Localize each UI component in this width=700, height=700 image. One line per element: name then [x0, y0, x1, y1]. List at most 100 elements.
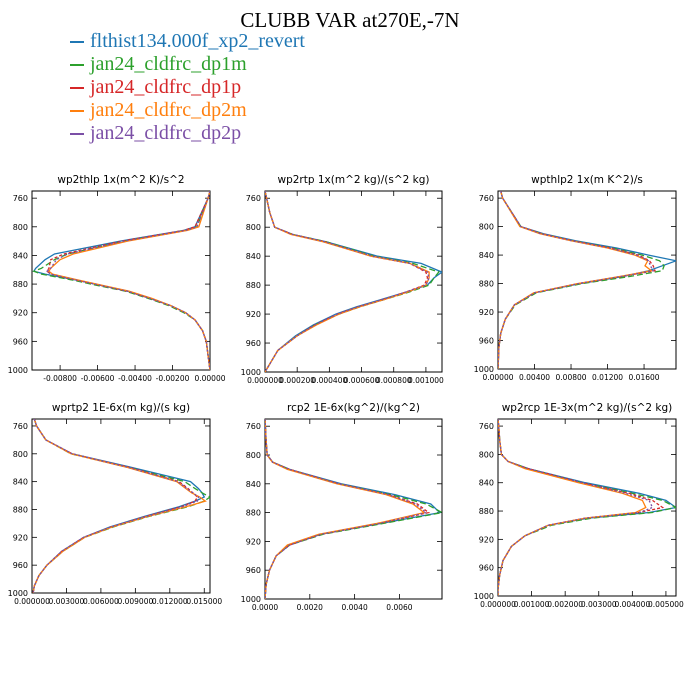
series-line-4: [265, 191, 430, 372]
y-tick-label: 960: [13, 337, 28, 346]
series-line-3: [46, 191, 210, 370]
x-tick-label: 0.000000: [480, 600, 516, 609]
y-tick-label: 1000: [241, 595, 261, 604]
series-line-1: [498, 191, 676, 369]
y-tick-label: 920: [13, 309, 28, 318]
x-tick-label: 0.00400: [519, 373, 550, 382]
plot-frame: [264, 190, 443, 373]
y-tick-label: 760: [479, 422, 494, 431]
y-tick-label: 920: [13, 533, 28, 542]
y-tick-label: 1000: [8, 366, 28, 375]
series-line-5: [45, 191, 210, 370]
series-line-5: [498, 419, 654, 596]
x-tick-label: 0.005000: [648, 600, 684, 609]
y-tick-label: 960: [246, 566, 261, 575]
y-tick-label: 840: [13, 478, 28, 487]
x-tick-label: 0.000400: [311, 376, 347, 385]
y-tick-label: 880: [13, 280, 28, 289]
y-tick-label: 800: [479, 223, 494, 232]
y-tick-label: 880: [246, 281, 261, 290]
series-line-3: [498, 419, 665, 596]
y-tick-label: 920: [246, 537, 261, 546]
y-tick-label: 760: [246, 194, 261, 203]
legend-line-dp2m: [70, 110, 84, 112]
x-tick-label: 0.001000: [514, 600, 550, 609]
series-line-3: [265, 419, 431, 599]
y-tick-label: 840: [246, 480, 261, 489]
legend-line-dp1p: [70, 87, 84, 89]
x-tick-label: 0.003000: [49, 597, 85, 606]
x-tick-label: 0.001000: [408, 376, 444, 385]
y-tick-label: 840: [246, 252, 261, 261]
x-tick-label: 0.003000: [581, 600, 617, 609]
legend-line-dp1m: [70, 64, 84, 66]
x-tick-label: 0.000200: [279, 376, 315, 385]
series-line-4: [498, 191, 653, 369]
legend-label-dp2m: jan24_cldfrc_dp2m: [90, 99, 247, 121]
series-line-1: [498, 419, 676, 596]
series-line-2: [265, 191, 440, 372]
y-tick-label: 760: [479, 194, 494, 203]
y-tick-label: 1000: [474, 592, 494, 601]
y-tick-label: 760: [13, 194, 28, 203]
x-tick-label: 0.01200: [592, 373, 623, 382]
y-tick-label: 960: [246, 339, 261, 348]
chart-panel-1: wp2thlp 1x(m^2 K)/s^2 760 800 840 880 920 960 1…: [8, 174, 226, 383]
plot-frame: [497, 418, 677, 597]
x-tick-label: 0.0000: [252, 603, 278, 612]
series-line-2: [32, 191, 210, 370]
series-line-2: [498, 191, 665, 369]
plot-frame: [31, 190, 211, 371]
y-tick-label: 960: [479, 564, 494, 573]
legend-label-dp1p: jan24_cldfrc_dp1p: [90, 76, 242, 98]
y-tick-label: 760: [246, 422, 261, 431]
series-line-3: [32, 419, 199, 593]
x-tick-label: 0.00800: [556, 373, 587, 382]
series-line-3: [498, 191, 656, 369]
figure-title: CLUBB VAR at270E,-7N: [240, 8, 460, 32]
y-tick-label: 800: [246, 223, 261, 232]
y-tick-label: 960: [479, 337, 494, 346]
x-tick-label: 0.000000: [247, 376, 283, 385]
chart-panel-4: wprtp2 1E-6x(m kg)/(s kg) 760 800 840 880 920…: [8, 402, 223, 606]
y-tick-label: 800: [13, 223, 28, 232]
y-tick-label: 1000: [8, 589, 28, 598]
y-tick-label: 1000: [241, 368, 261, 377]
chart-title: wp2rtp 1x(m^2 kg)/(s^2 kg): [277, 174, 429, 186]
x-tick-label: -0.00800: [43, 374, 77, 383]
y-tick-label: 880: [13, 505, 28, 514]
chart-title: wp2rcp 1E-3x(m^2 kg)/(s^2 kg): [502, 402, 673, 414]
legend-label-revert: flthist134.000f_xp2_revert: [90, 30, 305, 52]
y-tick-label: 920: [246, 310, 261, 319]
y-tick-label: 880: [479, 507, 494, 516]
plot-frame: [264, 418, 443, 600]
x-tick-label: 0.002000: [547, 600, 583, 609]
chart-title: wprtp2 1E-6x(m kg)/(s kg): [52, 402, 190, 414]
x-tick-label: 0.0020: [297, 603, 323, 612]
legend-label-dp2p: jan24_cldfrc_dp2p: [90, 122, 242, 144]
x-tick-label: -0.00200: [156, 374, 190, 383]
x-tick-label: 0.0060: [386, 603, 412, 612]
x-tick-label: -0.00400: [118, 374, 152, 383]
x-tick-label: 0.000000: [14, 597, 50, 606]
chart-title: wpthlp2 1x(m K^2)/s: [531, 174, 643, 186]
series-line-1: [32, 191, 210, 370]
y-tick-label: 920: [479, 535, 494, 544]
series-line-5: [498, 191, 655, 369]
series-line-2: [265, 419, 442, 599]
y-tick-label: 1000: [474, 365, 494, 374]
x-tick-label: 0.01600: [629, 373, 660, 382]
x-tick-label: 0.00000: [194, 374, 225, 383]
series-line-4: [265, 419, 426, 599]
x-tick-label: 0.000800: [376, 376, 412, 385]
legend-line-dp2p: [70, 133, 84, 135]
y-tick-label: 800: [479, 450, 494, 459]
x-tick-label: 0.015000: [186, 597, 222, 606]
series-line-4: [498, 419, 647, 596]
chart-panel-6: wp2rcp 1E-3x(m^2 kg)/(s^2 kg) 760 800 840 88…: [474, 402, 684, 609]
y-tick-label: 960: [13, 561, 28, 570]
y-tick-label: 760: [13, 422, 28, 431]
y-tick-label: 840: [479, 479, 494, 488]
